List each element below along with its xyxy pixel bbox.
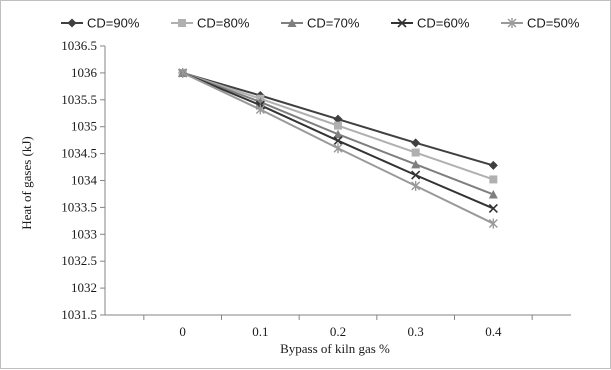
y-tick-label: 1034.5 xyxy=(61,146,97,161)
data-point xyxy=(333,114,343,124)
legend-marker xyxy=(507,18,517,28)
legend-marker xyxy=(287,18,297,27)
data-point xyxy=(255,104,265,115)
legend-label: CD=50% xyxy=(527,16,580,31)
data-point xyxy=(488,160,498,170)
y-tick-label: 1034 xyxy=(71,173,98,188)
legend-label: CD=60% xyxy=(417,16,470,31)
legend-item: CD=90% xyxy=(61,16,140,31)
data-point xyxy=(488,218,498,229)
y-tick-label: 1033.5 xyxy=(61,199,97,214)
series-layer xyxy=(178,67,498,229)
axes: 1031.5 1032 1032.5 1033 1033.5 1034 1034.5 1035… xyxy=(61,38,571,339)
x-tick-label: 0.2 xyxy=(330,324,346,339)
data-point xyxy=(178,67,188,78)
series-5 xyxy=(178,67,498,229)
data-point xyxy=(411,159,421,169)
y-tick-label: 1033 xyxy=(71,226,97,241)
x-tick-label: 0.1 xyxy=(252,324,268,339)
legend-marker xyxy=(67,18,77,28)
data-point xyxy=(333,129,343,139)
data-point xyxy=(333,143,343,154)
y-tick-label: 1032.5 xyxy=(61,253,97,268)
x-axis-title: Bypass of kiln gas % xyxy=(280,341,390,356)
y-tick-label: 1036.5 xyxy=(61,38,97,53)
legend-label: CD=80% xyxy=(197,16,250,31)
legend-marker xyxy=(397,18,407,28)
data-point xyxy=(411,138,421,148)
data-point xyxy=(333,136,343,146)
y-tick-label: 1035.5 xyxy=(61,92,97,107)
series-1 xyxy=(178,68,498,170)
x-tick-label: 0.4 xyxy=(485,324,502,339)
x-tick-label: 0.3 xyxy=(408,324,424,339)
legend-label: CD=70% xyxy=(307,16,360,31)
data-point xyxy=(334,121,342,130)
y-tick-label: 1032 xyxy=(71,280,97,295)
legend-marker xyxy=(178,19,186,27)
data-point xyxy=(488,189,498,199)
y-tick-label: 1036 xyxy=(71,65,98,80)
data-point xyxy=(411,170,421,180)
y-tick-label: 1031.5 xyxy=(61,307,97,322)
legend: CD=90% CD=80% CD=70% CD=60% CD=50% xyxy=(61,16,580,31)
legend-item: CD=70% xyxy=(281,16,360,31)
data-point xyxy=(489,175,498,184)
y-axis-title: Heat of gases (kJ) xyxy=(19,136,34,230)
legend-item: CD=50% xyxy=(501,16,580,31)
legend-item: CD=80% xyxy=(171,16,250,31)
data-point xyxy=(488,203,498,214)
legend-label: CD=90% xyxy=(87,16,140,31)
y-tick-label: 1035 xyxy=(71,119,97,134)
series-4 xyxy=(178,68,498,214)
legend-item: CD=60% xyxy=(391,16,470,31)
x-tick-label: 0 xyxy=(179,324,186,339)
data-point xyxy=(411,148,420,157)
data-point xyxy=(411,180,421,191)
